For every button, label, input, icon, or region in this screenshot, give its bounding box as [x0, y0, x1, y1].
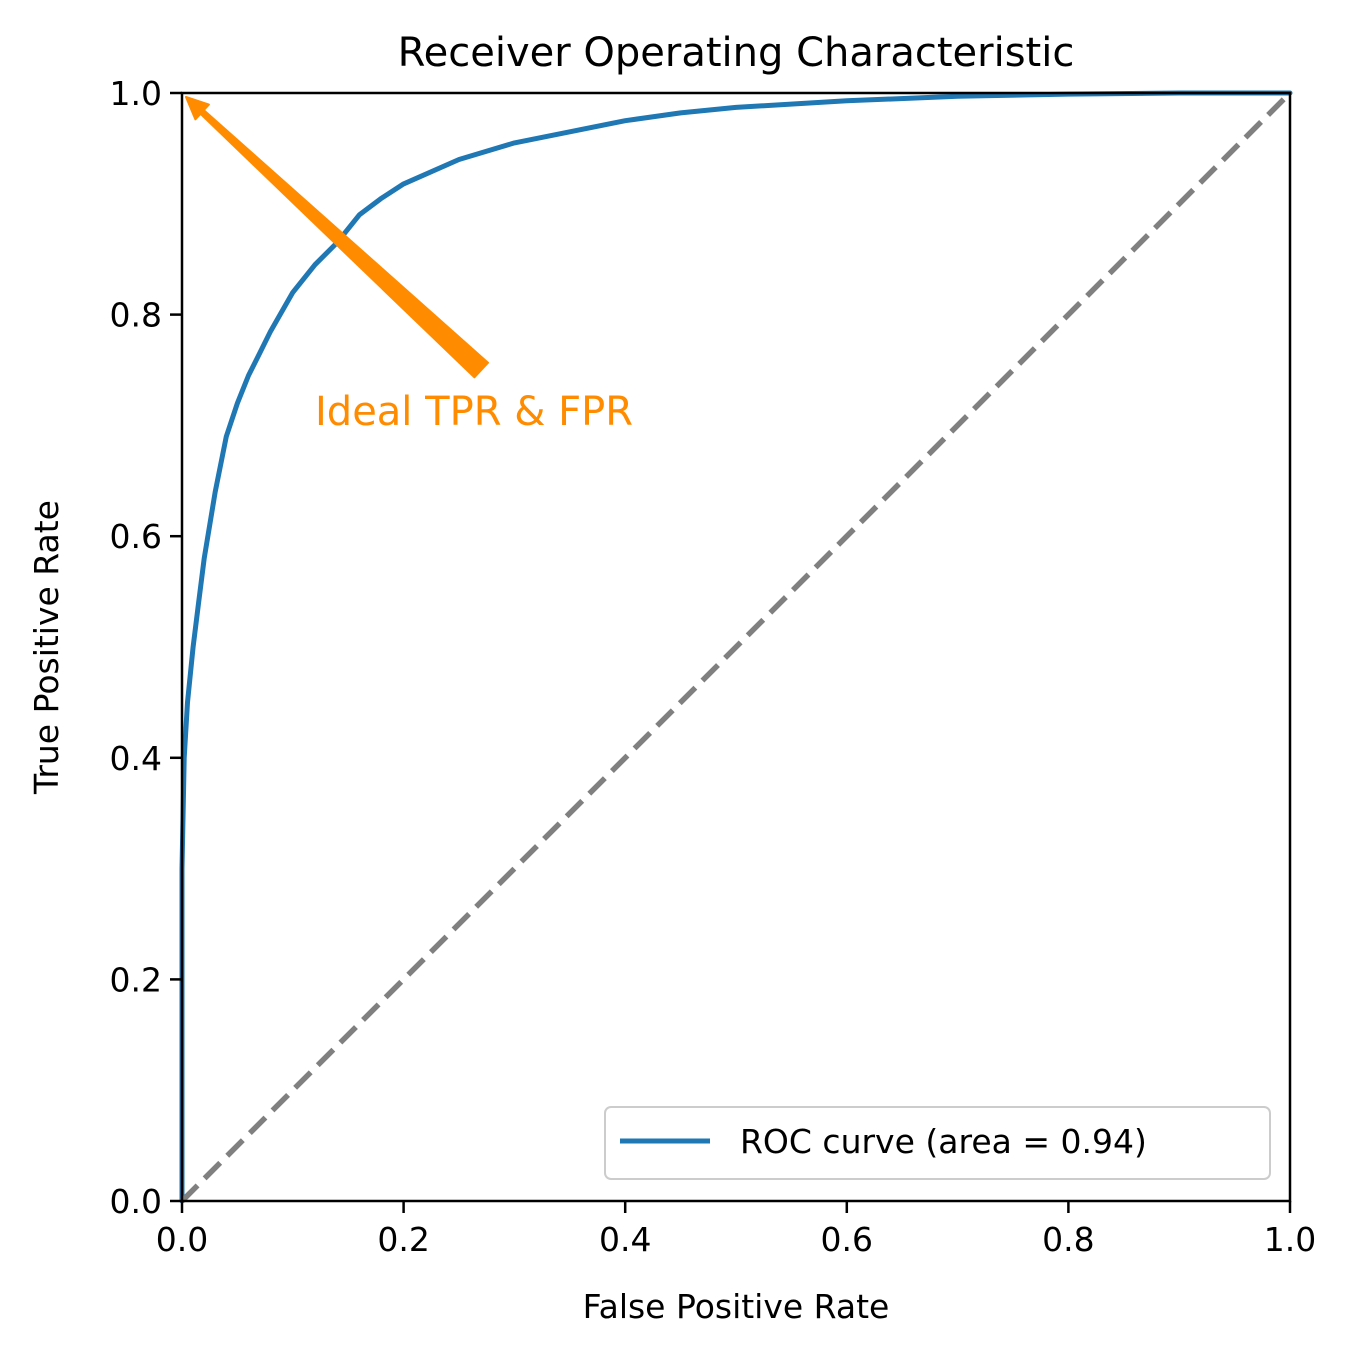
x-tick-label: 0.4	[599, 1220, 651, 1259]
x-axis-label: False Positive Rate	[583, 1287, 890, 1326]
legend: ROC curve (area = 0.94)	[604, 1106, 1271, 1180]
legend-box	[604, 1106, 1271, 1180]
x-tick-label: 0.2	[377, 1220, 429, 1259]
roc-curve-line	[179, 90, 1293, 1204]
y-tick-label: 0.0	[110, 1182, 162, 1221]
y-axis-label: True Positive Rate	[27, 500, 66, 795]
y-tick-label: 0.8	[110, 296, 162, 335]
x-axis-ticks: 0.0 0.2 0.4 0.6 0.8 1.0	[156, 1201, 1316, 1259]
plot-area	[179, 90, 1293, 1204]
x-tick-label: 0.0	[156, 1220, 208, 1259]
y-tick-label: 0.4	[110, 739, 162, 778]
legend-label: ROC curve (area = 0.94)	[740, 1122, 1147, 1161]
chance-diagonal-line	[180, 91, 1292, 1203]
x-tick-label: 0.8	[1042, 1220, 1094, 1259]
y-tick-label: 0.6	[110, 517, 162, 556]
annotation-arrow	[185, 96, 489, 379]
y-axis-ticks: 0.0 0.2 0.4 0.6 0.8 1.0	[110, 74, 182, 1221]
y-tick-label: 0.2	[110, 960, 162, 999]
annotation: Ideal TPR & FPR	[185, 96, 633, 435]
x-tick-label: 0.6	[821, 1220, 873, 1259]
x-tick-label: 1.0	[1264, 1220, 1316, 1259]
plot-frame	[180, 91, 1292, 1203]
chart-title: Receiver Operating Characteristic	[398, 30, 1075, 76]
annotation-text: Ideal TPR & FPR	[315, 389, 633, 435]
y-tick-label: 1.0	[110, 74, 162, 113]
